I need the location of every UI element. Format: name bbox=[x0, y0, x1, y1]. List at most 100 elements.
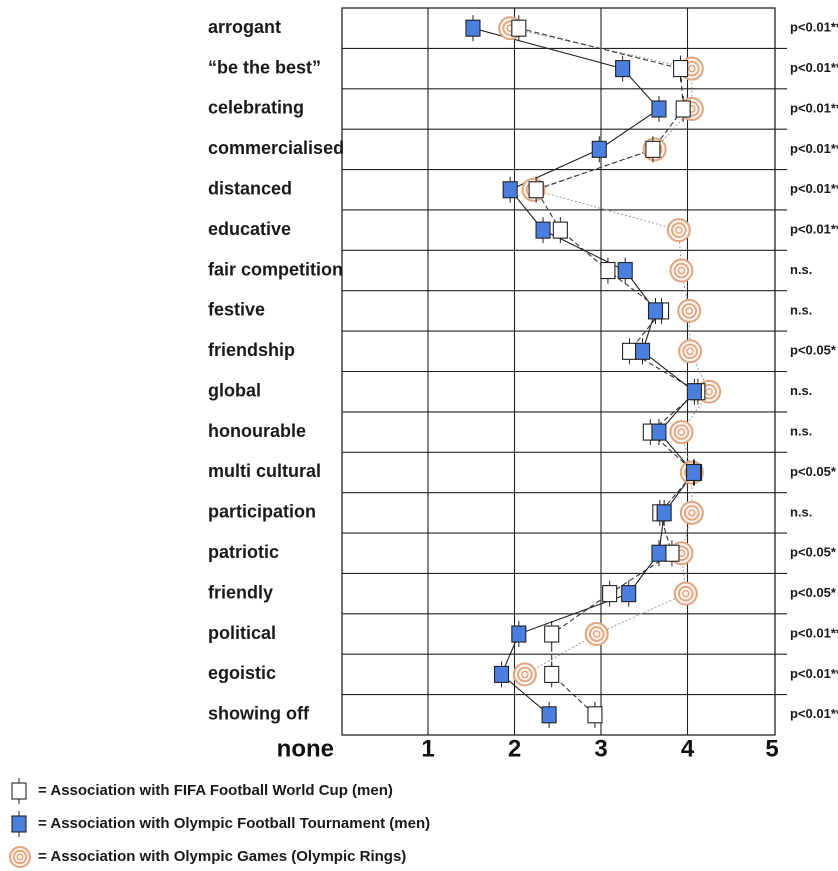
marker-box bbox=[552, 221, 568, 239]
point-olympic-football bbox=[493, 661, 510, 688]
category-label: honourable bbox=[208, 421, 306, 441]
category-label: patriotic bbox=[208, 542, 279, 562]
ring-inner bbox=[592, 630, 601, 638]
point-fifa bbox=[587, 701, 603, 728]
point-fifa bbox=[544, 661, 560, 688]
category-label: festive bbox=[208, 300, 265, 320]
significance-labels: p<0.01** p<0.01** p<0.01** p<0.01** p<0.01**… bbox=[790, 20, 838, 722]
ring-inner bbox=[677, 428, 686, 436]
x-tick-label: 4 bbox=[681, 735, 695, 762]
ring-middle bbox=[678, 585, 694, 602]
significance-label: n.s. bbox=[790, 424, 812, 439]
marker-box bbox=[634, 342, 651, 360]
significance-label: n.s. bbox=[790, 302, 812, 317]
category-label: participation bbox=[208, 502, 316, 522]
significance-label: n.s. bbox=[790, 262, 812, 277]
significance-label: p<0.05* bbox=[790, 343, 837, 358]
point-fifa bbox=[544, 621, 560, 648]
marker-box bbox=[600, 261, 616, 280]
x-tick-label: 3 bbox=[594, 735, 607, 762]
ring-outer bbox=[673, 581, 698, 606]
category-label: global bbox=[208, 380, 261, 400]
marker-box bbox=[544, 665, 560, 683]
marker-box bbox=[664, 544, 680, 562]
point-fifa bbox=[675, 95, 691, 122]
point-olympic-rings bbox=[512, 662, 537, 687]
point-fifa bbox=[621, 338, 638, 365]
ring-middle bbox=[12, 849, 28, 865]
marker-box bbox=[686, 383, 702, 401]
significance-label: p<0.01** bbox=[790, 141, 838, 156]
significance-label: p<0.01** bbox=[790, 20, 838, 35]
marker-box bbox=[535, 221, 551, 239]
ring-inner bbox=[677, 266, 686, 275]
point-olympic-rings bbox=[666, 218, 691, 243]
significance-label: p<0.01** bbox=[790, 181, 838, 196]
x-tick-label: none bbox=[277, 735, 334, 762]
category-label: distanced bbox=[208, 179, 292, 199]
marker-box bbox=[615, 60, 631, 78]
point-fifa bbox=[645, 136, 661, 163]
category-label: “be the best” bbox=[208, 57, 321, 77]
point-olympic-rings bbox=[584, 622, 609, 647]
marker-box bbox=[493, 665, 510, 683]
legend-symbol-fifa bbox=[11, 778, 27, 804]
marker-box bbox=[673, 60, 689, 78]
ring-middle bbox=[673, 262, 690, 279]
marker-box bbox=[11, 782, 27, 800]
category-label: egoistic bbox=[208, 663, 276, 683]
point-olympic-football bbox=[535, 217, 551, 244]
point-fifa bbox=[552, 217, 568, 244]
ring-inner bbox=[675, 226, 683, 234]
point-olympic-rings bbox=[669, 258, 694, 283]
point-olympic-rings bbox=[673, 581, 698, 606]
category-label: fair competition bbox=[208, 259, 343, 279]
x-tick-label: 2 bbox=[508, 735, 521, 762]
marker-box bbox=[528, 181, 544, 199]
plot-grid bbox=[341, 7, 787, 736]
significance-label: n.s. bbox=[790, 504, 812, 519]
legend-label: = Association with FIFA Football World C… bbox=[38, 782, 393, 799]
marker-box bbox=[591, 140, 607, 158]
ring-outer bbox=[679, 500, 704, 525]
category-label: multi cultural bbox=[208, 461, 321, 481]
ring-inner bbox=[685, 307, 694, 315]
point-fifa bbox=[511, 15, 527, 42]
ring-middle bbox=[517, 666, 533, 683]
ring-outer bbox=[584, 622, 609, 647]
point-olympic-football bbox=[465, 15, 481, 42]
ring-inner bbox=[681, 589, 690, 598]
point-olympic-rings bbox=[678, 339, 703, 364]
significance-label: p<0.01** bbox=[790, 222, 838, 237]
ring-middle bbox=[671, 222, 687, 238]
point-fifa bbox=[673, 55, 689, 82]
category-label: commercialised bbox=[208, 138, 344, 158]
significance-label: n.s. bbox=[790, 383, 812, 398]
point-olympic-football bbox=[647, 297, 664, 324]
x-tick-label: 1 bbox=[421, 735, 434, 762]
ring-inner bbox=[521, 670, 529, 679]
marker-box bbox=[617, 261, 633, 280]
significance-label: p<0.01** bbox=[790, 706, 838, 721]
marker-box bbox=[651, 423, 667, 441]
marker-box bbox=[511, 625, 527, 643]
significance-label: p<0.01** bbox=[790, 100, 838, 115]
marker-box bbox=[651, 100, 667, 118]
point-olympic-rings bbox=[679, 500, 704, 525]
marker-box bbox=[645, 140, 661, 158]
marker-box bbox=[621, 585, 637, 603]
category-label: arrogant bbox=[208, 17, 281, 37]
point-olympic-football bbox=[541, 701, 557, 728]
legend-label: = Association with Olympic Football Tour… bbox=[38, 815, 430, 832]
marker-box bbox=[656, 504, 672, 522]
ring-inner bbox=[705, 387, 713, 396]
legend-symbol-olympic-rings bbox=[9, 846, 31, 868]
point-olympic-football bbox=[651, 419, 667, 446]
ring-outer bbox=[678, 339, 703, 364]
point-olympic-rings bbox=[677, 298, 702, 323]
ring-inner bbox=[688, 509, 696, 517]
x-tick-labels: none 1 2 3 4 5 bbox=[277, 735, 779, 762]
point-fifa bbox=[528, 176, 544, 203]
ring-middle bbox=[681, 303, 697, 319]
